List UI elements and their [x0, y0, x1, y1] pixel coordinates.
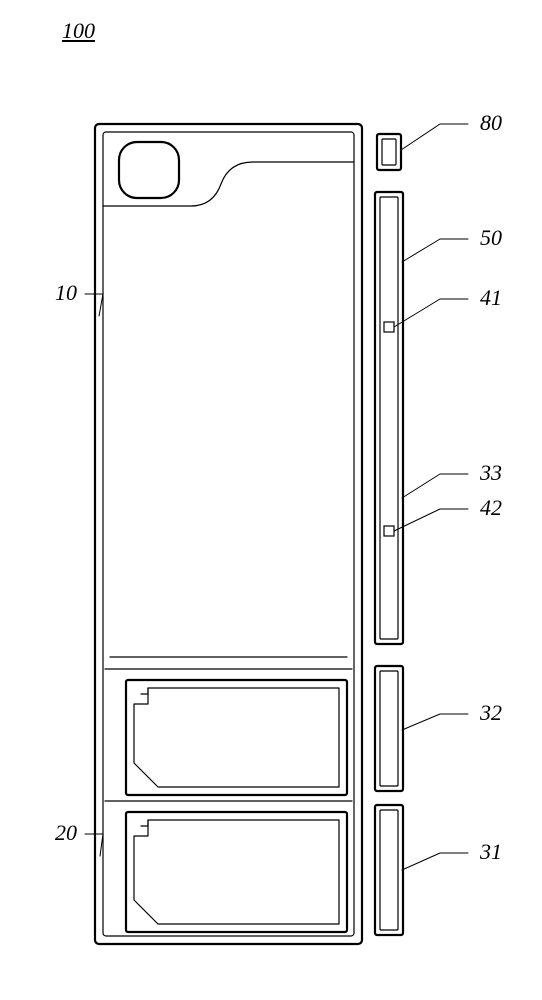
ref-label-33: 33	[480, 460, 502, 486]
figure-number: 100	[62, 18, 95, 44]
ref-label-50: 50	[480, 225, 502, 251]
ref-label-41: 41	[480, 285, 502, 311]
ref-label-80: 80	[480, 110, 502, 136]
ref-label-42: 42	[480, 495, 502, 521]
ref-label-10: 10	[55, 280, 77, 306]
ref-label-31: 31	[480, 839, 502, 865]
ref-label-20: 20	[55, 820, 77, 846]
ref-label-32: 32	[480, 700, 502, 726]
technical-drawing	[0, 0, 542, 1000]
